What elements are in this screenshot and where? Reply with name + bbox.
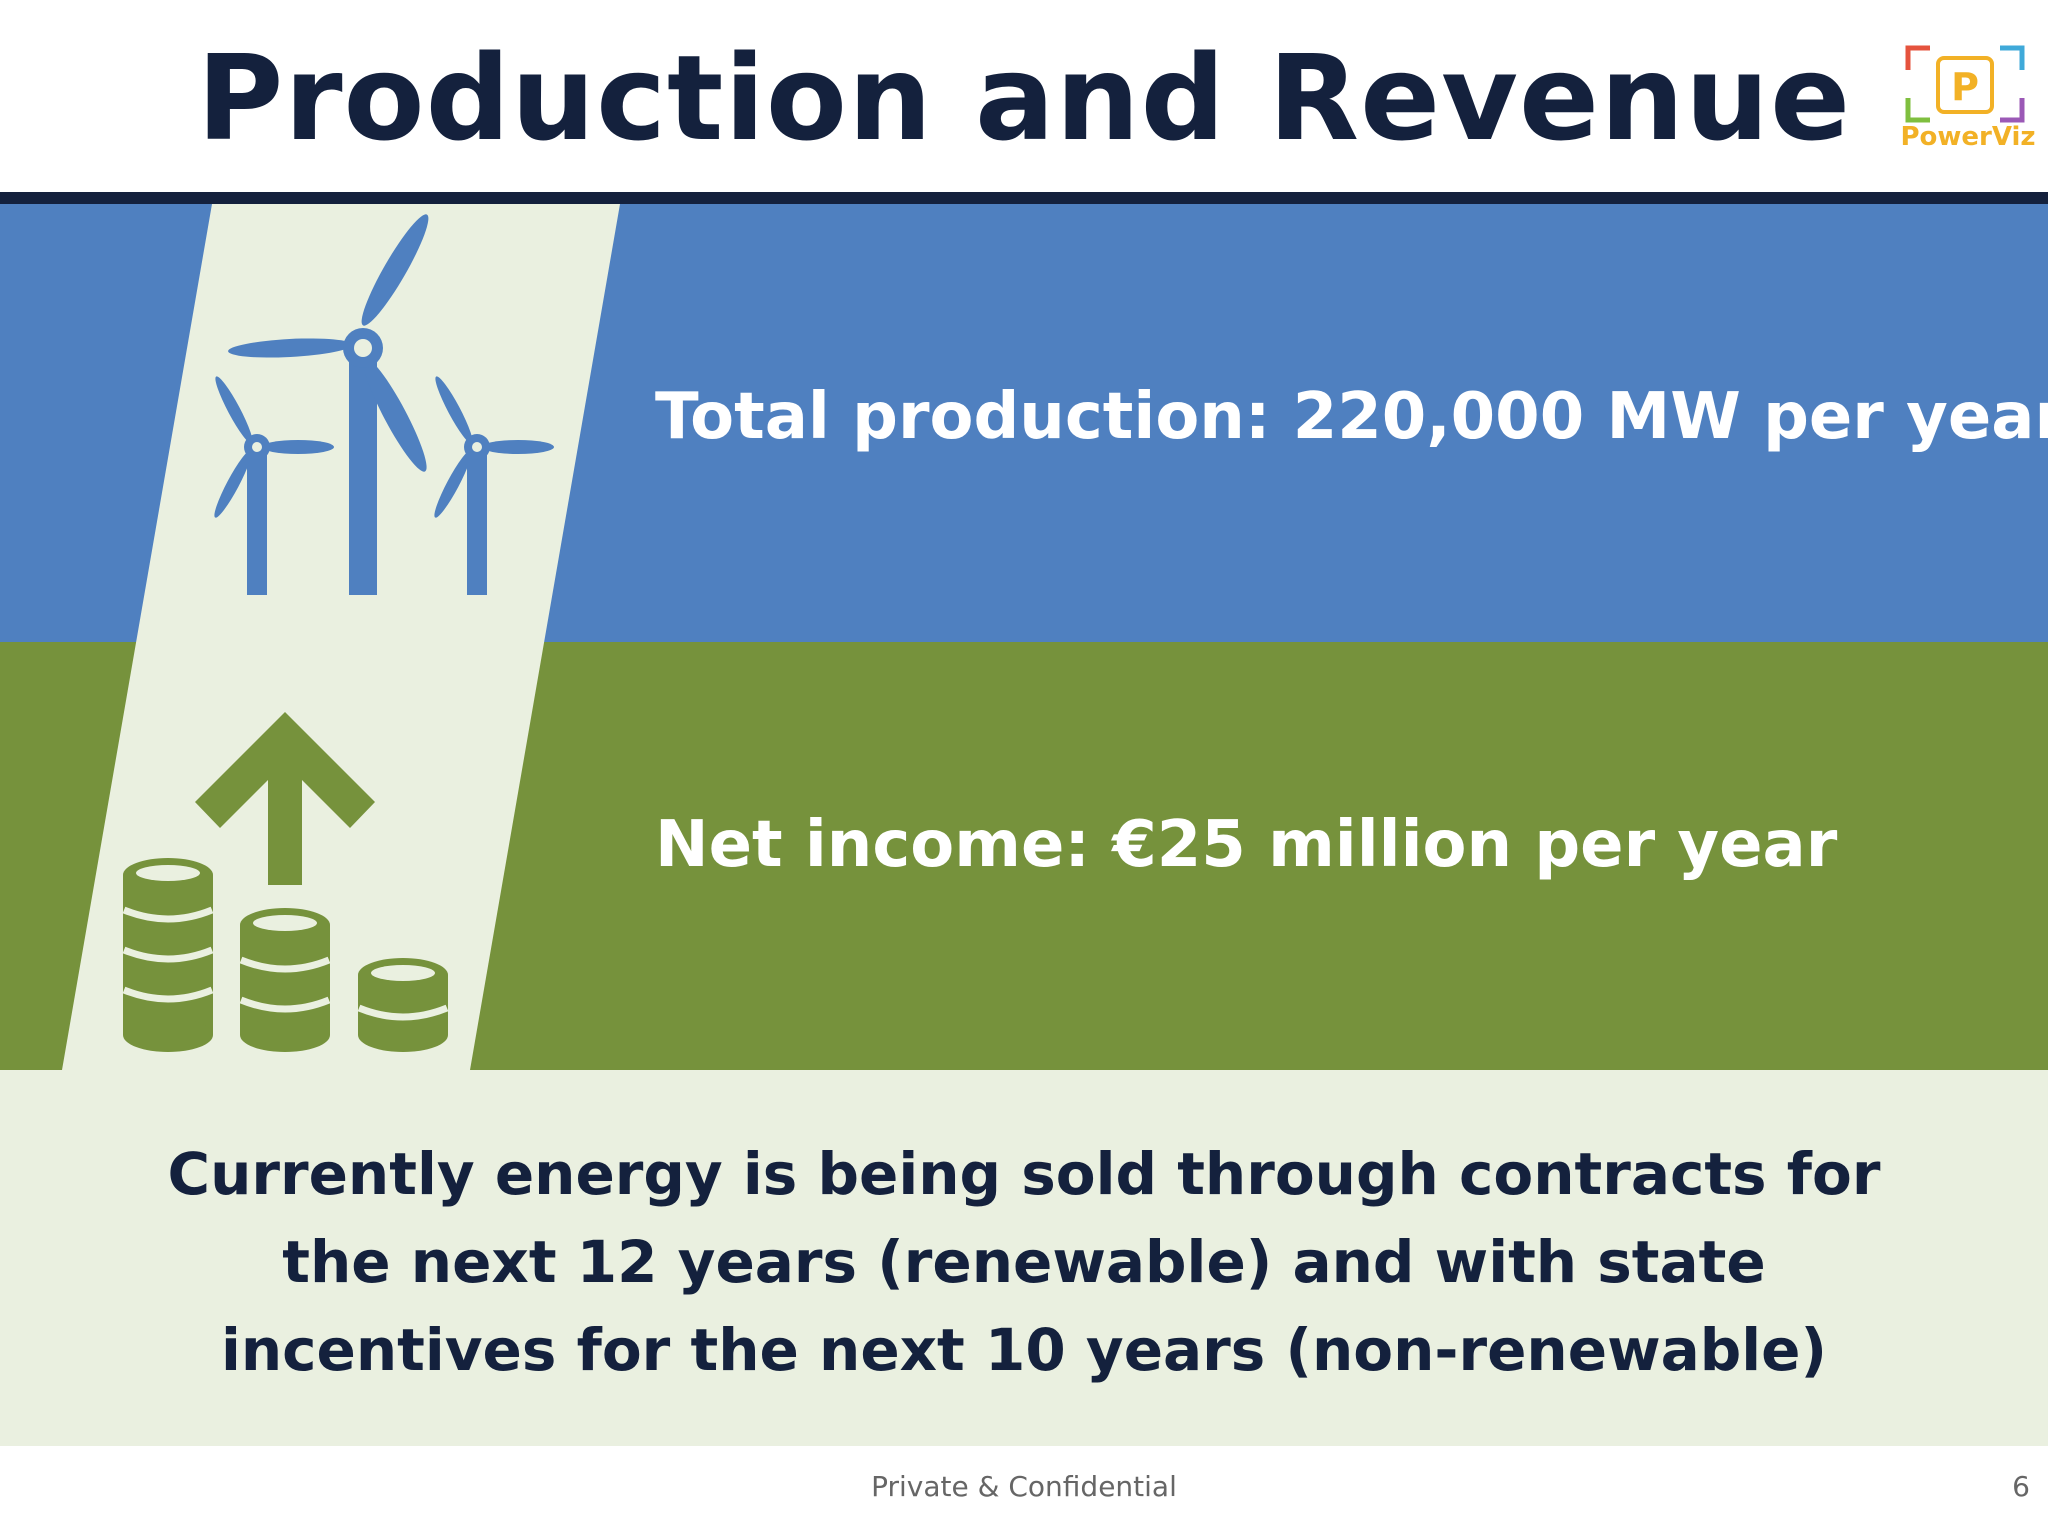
logo-name: PowerViz <box>1900 122 2036 152</box>
title-divider <box>0 192 2048 204</box>
coins-arrow-up-icon <box>122 712 449 1052</box>
logo-letter: P <box>1951 65 1979 109</box>
slide-title: Production and Revenue <box>196 29 1852 167</box>
footer-confidential: Private & Confidential <box>871 1470 1177 1503</box>
production-stat: Total production: 220,000 MW per year <box>655 380 2048 454</box>
page-number: 6 <box>2012 1470 2030 1503</box>
wind-turbines-icon <box>214 214 554 595</box>
powerviz-logo-icon: P <box>1905 45 2025 123</box>
contracts-note: Currently energy is being sold through c… <box>167 1140 1881 1384</box>
income-stat: Net income: €25 million per year <box>655 808 1838 882</box>
note-band <box>0 1070 2048 1446</box>
